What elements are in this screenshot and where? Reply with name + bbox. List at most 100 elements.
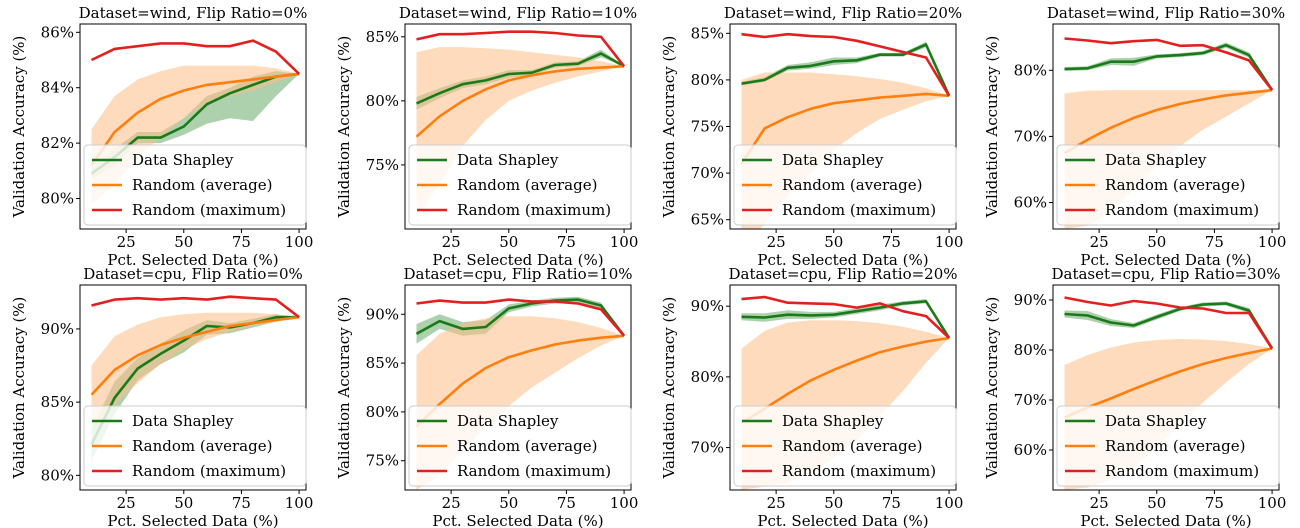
legend-label: Data Shapley (132, 412, 234, 430)
series-line-random-average (740, 92, 950, 165)
axes-frame (79, 284, 307, 491)
series-line-data-shapley (741, 43, 951, 97)
series-line-data-shapley (741, 299, 951, 339)
legend: Data Shapley Random (average) Random (maxi… (83, 144, 307, 226)
x-axis-label: Pct. Selected Data (%) (432, 512, 603, 528)
band-random-average (91, 65, 300, 205)
x-tick-label: 25 (442, 494, 461, 512)
axes-frame (1052, 284, 1280, 491)
legend-label: Random (average) (132, 437, 272, 455)
axes-frame (404, 23, 632, 230)
x-tick-label: 50 (174, 494, 193, 512)
series-line-random-average (415, 65, 625, 138)
y-tick-label: 75% (691, 118, 724, 136)
band-random-average (91, 312, 300, 427)
axes-frame (79, 23, 307, 230)
legend-label: Data Shapley (457, 412, 559, 430)
y-axis-label: Validation Accuracy (%) (335, 36, 353, 219)
band-random-average (416, 47, 625, 217)
x-tick-label: 100 (935, 494, 964, 512)
x-tick-label: 50 (174, 233, 193, 251)
series-line-data-shapley (415, 298, 626, 337)
x-tick-label: 25 (1090, 233, 1109, 251)
x-tick-label: 50 (824, 233, 843, 251)
legend-label: Random (average) (782, 437, 922, 455)
legend-label: Random (maximum) (132, 201, 286, 219)
y-tick-label: 85% (366, 28, 399, 46)
legend-label: Random (average) (1105, 437, 1245, 455)
band-data-shapley (741, 299, 950, 338)
chart-title: Dataset=cpu, Flip Ratio=30% (1051, 265, 1280, 283)
y-tick-label: 70% (691, 439, 724, 457)
x-tick-label: 100 (1258, 494, 1287, 512)
series-line-data-shapley (415, 52, 625, 105)
series-line-random-maximum (1064, 296, 1274, 350)
y-tick-label: 90% (691, 297, 724, 315)
y-tick-label: 80% (691, 368, 724, 386)
legend-box (1056, 405, 1280, 487)
legend-label: Random (maximum) (457, 201, 611, 219)
chart-title: Dataset=wind, Flip Ratio=10% (399, 4, 637, 22)
y-tick-label: 70% (691, 164, 724, 182)
x-tick-label: 25 (767, 233, 786, 251)
y-tick-label: 85% (41, 393, 74, 411)
y-tick-label: 60% (1014, 194, 1047, 212)
x-axis-label: Pct. Selected Data (%) (107, 512, 278, 528)
series-line-data-shapley (90, 315, 300, 446)
y-tick-label: 70% (1014, 391, 1047, 409)
y-axis-label: Validation Accuracy (%) (10, 297, 28, 480)
y-tick-label: 90% (1014, 291, 1047, 309)
x-tick-label: 75 (557, 494, 576, 512)
legend-label: Data Shapley (1105, 151, 1207, 169)
y-axis-label: Validation Accuracy (%) (983, 297, 1001, 480)
chart-panel-1: 25 50 75 100 75% 80% 85%Dataset=wind, Flip Rat… (335, 4, 638, 269)
axes-frame (729, 284, 957, 491)
chart-title: Dataset=cpu, Flip Ratio=20% (728, 265, 957, 283)
legend-label: Data Shapley (782, 412, 884, 430)
y-tick-label: 80% (366, 92, 399, 110)
chart-panel-3: 25 50 75 100 60% 70% 80% Dataset=wind, Flip Rat… (983, 4, 1286, 269)
y-tick-label: 75% (366, 452, 399, 470)
legend-box (83, 405, 307, 487)
series-line-random-average (1063, 347, 1273, 419)
legend: Data Shapley Random (average) Random (maxi… (1056, 405, 1280, 487)
chart-panel-5: 25 50 75 100 75% 80% 85% 90% Dataset=cpu, Flip R… (335, 265, 638, 528)
plot-area (90, 295, 300, 461)
y-tick-label: 85% (691, 24, 724, 42)
legend-label: Random (maximum) (457, 462, 611, 480)
chart-panel-2: 25 50 75 100 65% 70% 75% 80% 85%Dataset=wind, Fl… (660, 4, 963, 269)
legend-box (83, 144, 307, 226)
series-line-random-average (1063, 88, 1273, 155)
y-axis-label: Validation Accuracy (%) (335, 297, 353, 480)
legend-box (733, 144, 957, 226)
x-axis-label: Pct. Selected Data (%) (432, 251, 603, 269)
y-tick-label: 65% (691, 211, 724, 229)
legend-label: Random (average) (457, 176, 597, 194)
y-tick-label: 80% (1014, 341, 1047, 359)
y-tick-label: 60% (1014, 441, 1047, 459)
x-axis-label: Pct. Selected Data (%) (757, 251, 928, 269)
chart-title: Dataset=wind, Flip Ratio=0% (79, 4, 308, 22)
x-tick-label: 50 (1147, 494, 1166, 512)
x-tick-label: 25 (442, 233, 461, 251)
legend: Data Shapley Random (average) Random (maxi… (408, 144, 632, 226)
plot-area (415, 296, 626, 490)
chart-title: Dataset=cpu, Flip Ratio=10% (403, 265, 632, 283)
y-axis-label: Validation Accuracy (%) (660, 36, 678, 219)
y-axis-label: Validation Accuracy (%) (983, 36, 1001, 219)
series-line-random-average (740, 336, 950, 424)
x-tick-label: 100 (610, 494, 639, 512)
series-line-random-maximum (90, 39, 301, 75)
series-line-random-average (90, 72, 300, 167)
y-tick-label: 80% (691, 71, 724, 89)
y-axis-label: Validation Accuracy (%) (10, 36, 28, 219)
x-axis-label: Pct. Selected Data (%) (1080, 251, 1251, 269)
x-axis-label: Pct. Selected Data (%) (107, 251, 278, 269)
x-tick-label: 100 (1258, 233, 1287, 251)
y-tick-label: 85% (366, 354, 399, 372)
series-line-random-maximum (91, 295, 300, 319)
legend-label: Data Shapley (782, 151, 884, 169)
y-tick-label: 80% (366, 403, 399, 421)
legend: Data Shapley Random (average) Random (maxi… (733, 144, 957, 226)
